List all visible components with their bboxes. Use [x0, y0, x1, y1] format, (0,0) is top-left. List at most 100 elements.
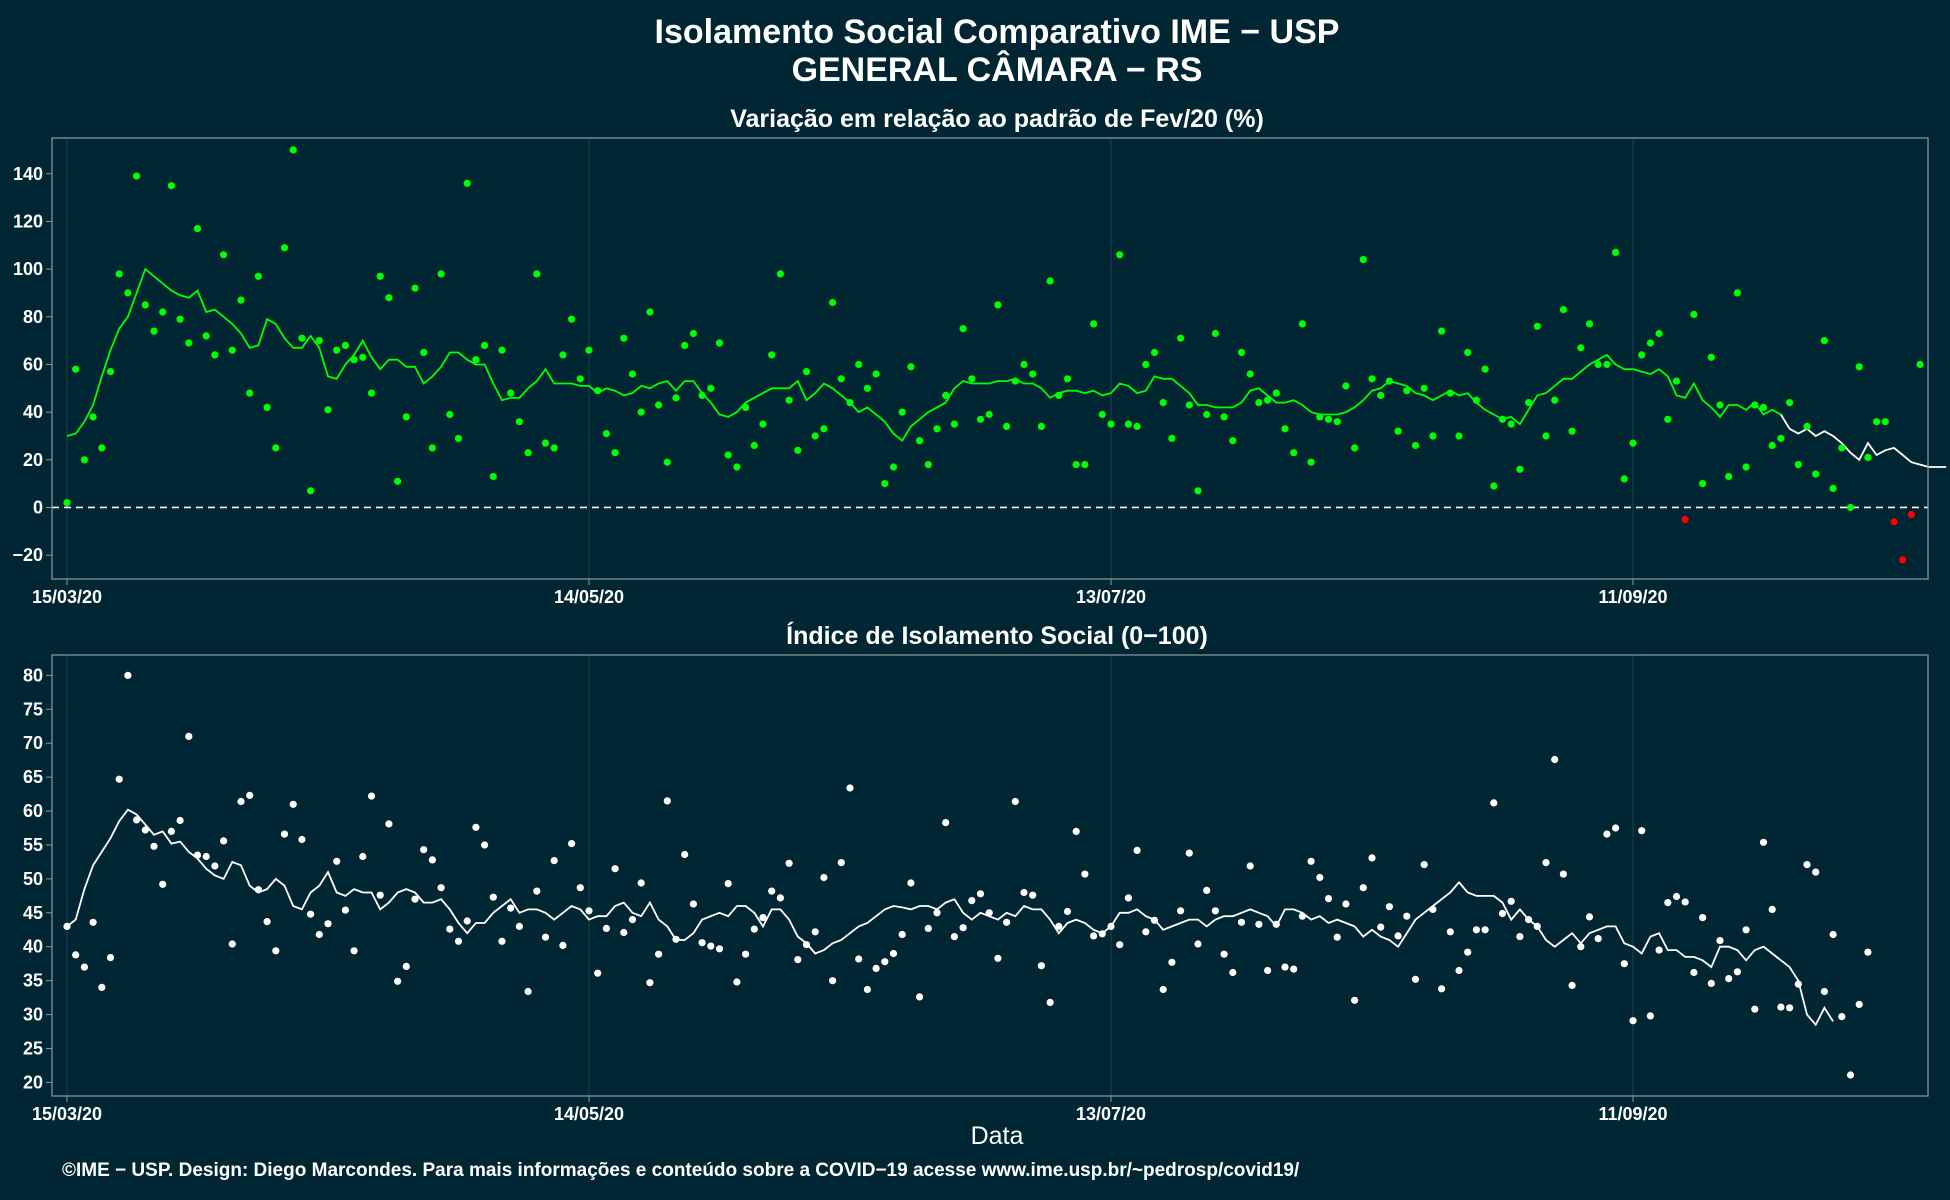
- data-point: [263, 918, 271, 926]
- data-point: [1899, 556, 1907, 564]
- data-point: [1011, 377, 1019, 385]
- top-panel-title: Variação em relação ao padrão de Fev/20 …: [730, 105, 1264, 133]
- data-point: [228, 346, 236, 354]
- data-point: [924, 461, 932, 469]
- data-point: [472, 823, 480, 831]
- data-point: [359, 852, 367, 861]
- panel-border: [51, 654, 1929, 1097]
- data-point: [1107, 420, 1115, 428]
- data-point: [1107, 922, 1115, 931]
- data-point: [1142, 928, 1150, 936]
- y-tick-label: 40: [23, 937, 43, 957]
- data-point: [133, 172, 141, 180]
- data-point: [1063, 375, 1072, 383]
- data-point: [1411, 441, 1420, 450]
- data-point: [1681, 898, 1689, 906]
- y-tick-label: 80: [23, 665, 43, 685]
- data-point: [1838, 1013, 1846, 1021]
- data-point: [124, 289, 132, 297]
- data-point: [1646, 339, 1654, 347]
- data-point: [481, 841, 489, 849]
- data-point: [533, 270, 541, 278]
- data-point: [707, 384, 715, 392]
- data-point: [1351, 996, 1359, 1004]
- data-point: [785, 396, 793, 404]
- data-point: [1246, 862, 1254, 870]
- data-point: [420, 846, 428, 854]
- data-point: [924, 924, 932, 933]
- data-point: [1707, 979, 1715, 988]
- data-point: [585, 346, 593, 354]
- data-point: [333, 857, 341, 865]
- data-point: [1768, 905, 1776, 914]
- data-point: [1725, 472, 1733, 481]
- data-point: [663, 458, 671, 466]
- data-point: [1072, 461, 1080, 469]
- data-point: [185, 732, 193, 741]
- data-point: [1620, 960, 1628, 968]
- data-point: [1324, 415, 1333, 423]
- data-point: [1864, 948, 1872, 956]
- data-point: [1394, 932, 1402, 940]
- data-point: [1003, 422, 1011, 430]
- data-point: [454, 937, 463, 945]
- data-point: [1438, 327, 1446, 335]
- data-point: [1890, 518, 1898, 526]
- y-tick-label: 140: [13, 164, 43, 184]
- data-point: [1585, 320, 1594, 328]
- data-point: [437, 884, 445, 892]
- data-point: [976, 890, 985, 898]
- data-point: [1742, 926, 1750, 934]
- data-point: [698, 391, 706, 399]
- data-point: [663, 797, 671, 805]
- data-point: [1368, 375, 1376, 383]
- data-point: [1699, 480, 1707, 488]
- data-point: [446, 410, 454, 419]
- data-point: [1490, 482, 1498, 490]
- data-point: [1803, 422, 1811, 430]
- data-point: [602, 924, 611, 933]
- data-point: [1037, 422, 1045, 430]
- data-point: [420, 348, 428, 357]
- data-point: [80, 963, 88, 971]
- data-point: [1220, 413, 1228, 421]
- data-point: [315, 930, 323, 939]
- data-point: [324, 406, 332, 414]
- data-point: [498, 346, 506, 354]
- y-tick-label: 40: [23, 402, 43, 422]
- footer-credit: ©IME − USP. Design: Diego Marcondes. Par…: [62, 1160, 1300, 1181]
- data-point: [1777, 434, 1785, 442]
- data-point: [1264, 966, 1272, 975]
- data-point: [489, 472, 497, 481]
- data-point: [202, 332, 210, 340]
- data-point: [715, 339, 724, 347]
- data-point: [454, 434, 463, 442]
- data-point: [855, 360, 863, 369]
- data-point: [1699, 914, 1707, 922]
- data-point: [1324, 895, 1333, 903]
- data-point: [385, 820, 393, 828]
- data-point: [1516, 933, 1524, 941]
- data-point: [889, 463, 898, 471]
- data-point: [220, 837, 228, 845]
- data-point: [1055, 922, 1063, 931]
- data-point: [176, 816, 184, 825]
- x-axis-label: Data: [971, 1122, 1024, 1150]
- data-point: [341, 906, 349, 914]
- data-point: [280, 830, 289, 838]
- data-point: [776, 894, 785, 902]
- data-point: [1298, 320, 1306, 328]
- data-point: [1873, 418, 1881, 426]
- data-point: [315, 337, 323, 345]
- data-point: [89, 918, 97, 926]
- data-point: [272, 444, 280, 452]
- data-point: [742, 950, 750, 958]
- y-tick-label: 55: [23, 835, 43, 855]
- data-point: [298, 334, 306, 342]
- data-point: [1281, 963, 1289, 971]
- data-point: [1429, 905, 1437, 914]
- data-point: [515, 418, 524, 426]
- data-point: [1655, 329, 1663, 338]
- data-point: [1020, 888, 1028, 897]
- data-point: [594, 387, 602, 395]
